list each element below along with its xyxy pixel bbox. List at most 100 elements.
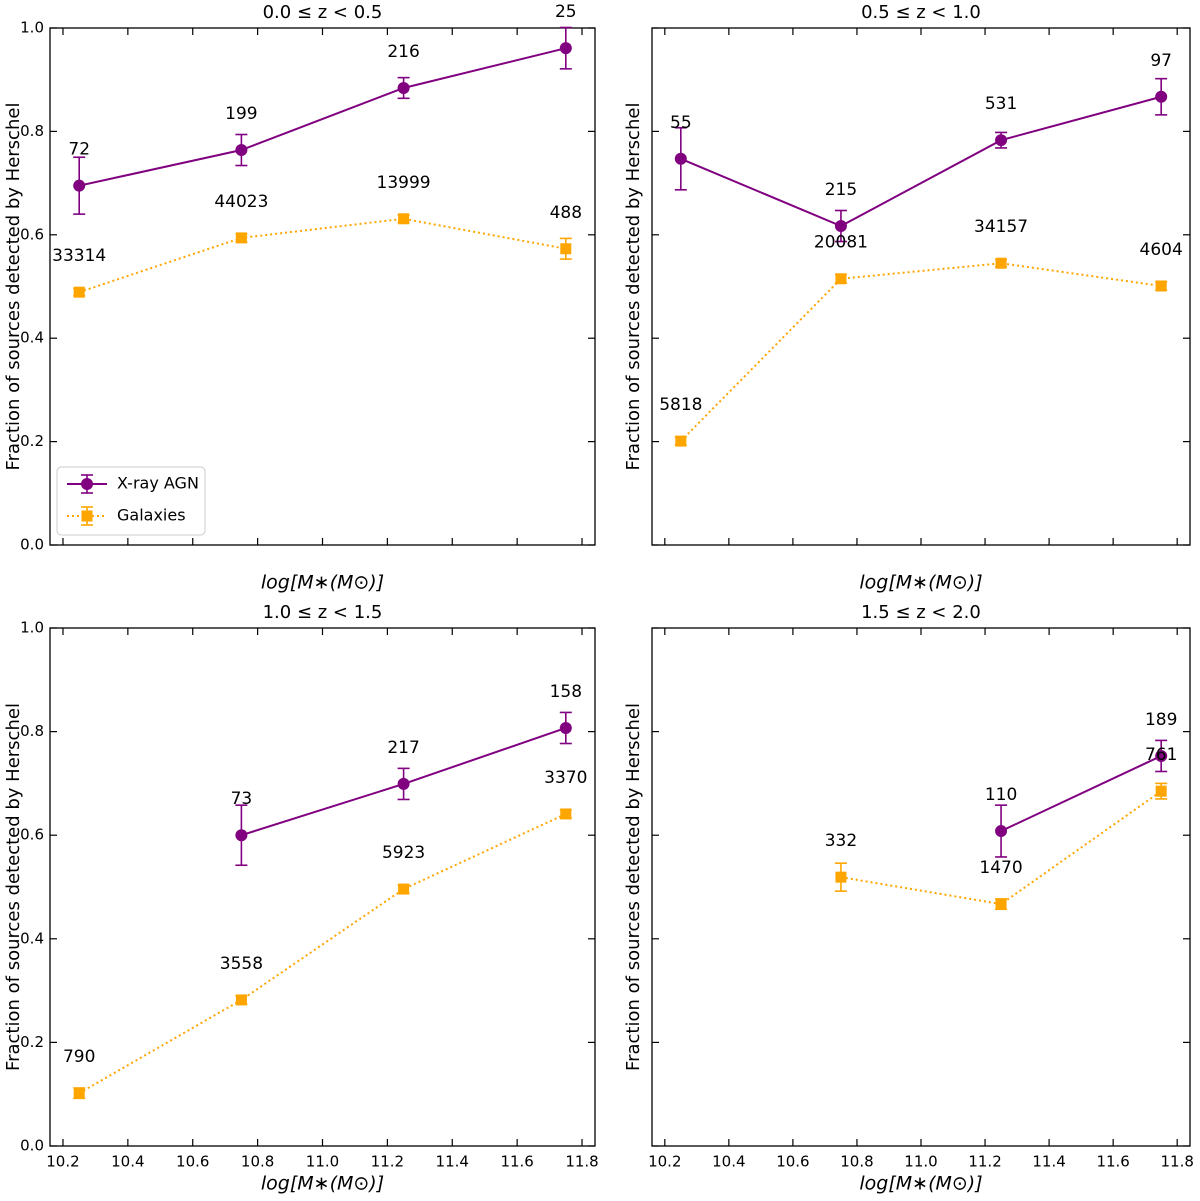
x-tick-label: 10.4 <box>712 1153 745 1171</box>
legend-marker <box>81 510 93 522</box>
marker <box>235 144 248 157</box>
marker <box>835 871 847 883</box>
marker <box>1155 280 1167 292</box>
count-label: 97 <box>1150 51 1172 71</box>
count-label: 1470 <box>979 858 1022 878</box>
y-tick-label: 0.4 <box>20 929 44 947</box>
marker <box>674 152 687 165</box>
marker <box>835 273 847 285</box>
count-label: 3370 <box>544 768 587 788</box>
marker <box>235 232 247 244</box>
count-label: 33314 <box>52 246 106 266</box>
legend-marker <box>81 478 93 490</box>
x-axis-label: log[M∗(M⊙)] <box>261 1173 384 1195</box>
count-label: 5923 <box>382 843 425 863</box>
y-tick-label: 0.6 <box>20 225 44 243</box>
x-tick-label: 11.4 <box>436 1153 469 1171</box>
marker <box>559 721 572 734</box>
marker <box>398 883 410 895</box>
marker <box>398 213 410 225</box>
y-tick-label: 0.4 <box>20 329 44 347</box>
x-tick-label: 11.4 <box>1032 1153 1065 1171</box>
x-tick-label: 11.0 <box>904 1153 937 1171</box>
marker <box>995 134 1008 147</box>
axes-frame <box>49 627 596 1147</box>
count-label: 332 <box>825 831 857 851</box>
legend: X-ray AGN Galaxies <box>56 466 206 536</box>
y-axis-label: Fraction of sources detected by Herschel <box>3 103 24 471</box>
legend-label: Galaxies <box>117 506 186 525</box>
count-label: 3558 <box>220 954 263 974</box>
count-label: 5818 <box>659 395 702 415</box>
x-tick-label: 10.2 <box>46 1153 79 1171</box>
series-line <box>78 813 567 1095</box>
y-tick-label: 0.0 <box>20 536 44 554</box>
count-label: 4604 <box>1140 240 1183 260</box>
count-label: 790 <box>63 1047 95 1067</box>
marker <box>995 257 1007 269</box>
x-axis-label: log[M∗(M⊙)] <box>859 1173 982 1195</box>
count-label: 44023 <box>214 192 268 212</box>
series-line <box>78 217 566 294</box>
count-label: 216 <box>387 42 419 62</box>
marker <box>73 1087 85 1099</box>
y-tick-label: 0.6 <box>20 826 44 844</box>
y-tick-label: 0.8 <box>20 722 44 740</box>
marker <box>235 994 247 1006</box>
series-line <box>78 47 567 187</box>
count-label: 199 <box>225 104 257 124</box>
y-tick-label: 0.2 <box>20 1033 44 1051</box>
y-tick-label: 0.2 <box>20 432 44 450</box>
panel-title: 1.5 ≤ z < 2.0 <box>861 602 981 623</box>
count-label: 215 <box>825 180 857 200</box>
marker <box>397 777 410 790</box>
x-tick-label: 10.6 <box>176 1153 209 1171</box>
marker <box>834 220 847 233</box>
marker <box>73 286 85 298</box>
marker <box>995 825 1008 838</box>
x-tick-label: 10.6 <box>776 1153 809 1171</box>
x-tick-label: 11.8 <box>1160 1153 1193 1171</box>
panel-title: 1.0 ≤ z < 1.5 <box>263 602 383 623</box>
marker <box>73 179 86 192</box>
count-label: 488 <box>550 203 582 223</box>
axes-frame <box>49 27 596 546</box>
count-label: 34157 <box>974 217 1028 237</box>
panel: 10.2 10.4 10.6 10.8 11.0 11.2 11.4 11.6 11.8 1.5 … <box>623 602 1194 1195</box>
x-tick-label: 11.2 <box>968 1153 1001 1171</box>
y-axis-label: Fraction of sources detected by Herschel <box>623 703 644 1071</box>
count-label: 25 <box>555 2 577 22</box>
y-tick-label: 0.0 <box>20 1137 44 1155</box>
marker <box>559 42 572 55</box>
y-tick-label: 1.0 <box>20 19 44 37</box>
axes-frame <box>651 27 1191 546</box>
count-label: 110 <box>985 785 1017 805</box>
y-tick-label: 1.0 <box>20 619 44 637</box>
x-tick-label: 11.2 <box>371 1153 404 1171</box>
count-label: 72 <box>68 140 90 160</box>
marker <box>560 243 572 255</box>
x-tick-label: 10.4 <box>111 1153 144 1171</box>
x-tick-label: 11.6 <box>500 1153 533 1171</box>
panel-title: 0.5 ≤ z < 1.0 <box>861 2 981 23</box>
panel: 0.0 0.2 0.4 0.6 0.8 1.0 10.2 10.4 10.6 10.8 11.0 11… <box>3 602 599 1195</box>
marker <box>1155 749 1168 762</box>
marker <box>235 829 248 842</box>
count-label: 531 <box>985 94 1017 114</box>
y-tick-label: 0.8 <box>20 122 44 140</box>
series-line <box>1000 755 1162 832</box>
x-tick-label: 10.8 <box>840 1153 873 1171</box>
count-label: 189 <box>1145 710 1177 730</box>
x-tick-label: 11.6 <box>1096 1153 1129 1171</box>
x-axis-label: log[M∗(M⊙)] <box>261 572 384 594</box>
marker <box>560 808 572 820</box>
marker <box>995 898 1007 910</box>
y-axis-label: Fraction of sources detected by Herschel <box>3 703 24 1071</box>
count-label: 20081 <box>814 233 868 253</box>
marker <box>1155 90 1168 103</box>
count-label: 55 <box>670 113 692 133</box>
x-tick-label: 10.2 <box>648 1153 681 1171</box>
series-line <box>680 95 1162 228</box>
panel: 0.5 ≤ z < 1.0 log[M∗(M⊙)] Fraction of sour… <box>623 2 1191 594</box>
